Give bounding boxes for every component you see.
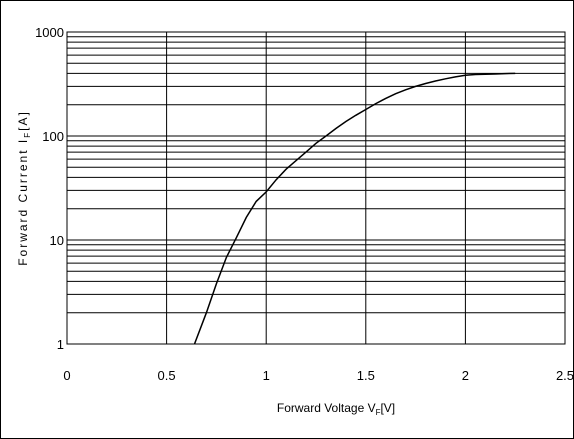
y-tick-label: 1 (57, 337, 64, 352)
x-axis-title: Forward Voltage VF[V] (277, 401, 395, 417)
x-tick-label: 1 (263, 368, 270, 383)
x-tick-label: 0.5 (158, 368, 176, 383)
x-tick-label: 1.5 (357, 368, 375, 383)
y-axis-title: Forward Current IF[A] (16, 110, 32, 266)
plot-area (66, 31, 566, 345)
x-tick-label: 2.5 (556, 368, 574, 383)
series-line (193, 72, 516, 345)
grid (66, 32, 566, 345)
x-tick-labels: 0 0.5 1 1.5 2 2.5 (63, 368, 574, 383)
y-tick-label: 100 (42, 129, 64, 144)
y-tick-label: 10 (50, 233, 64, 248)
x-tick-label: 2 (462, 368, 469, 383)
y-tick-label: 1000 (35, 25, 64, 40)
y-tick-labels: 1 10 100 1000 (35, 25, 64, 352)
x-tick-label: 0 (63, 368, 70, 383)
